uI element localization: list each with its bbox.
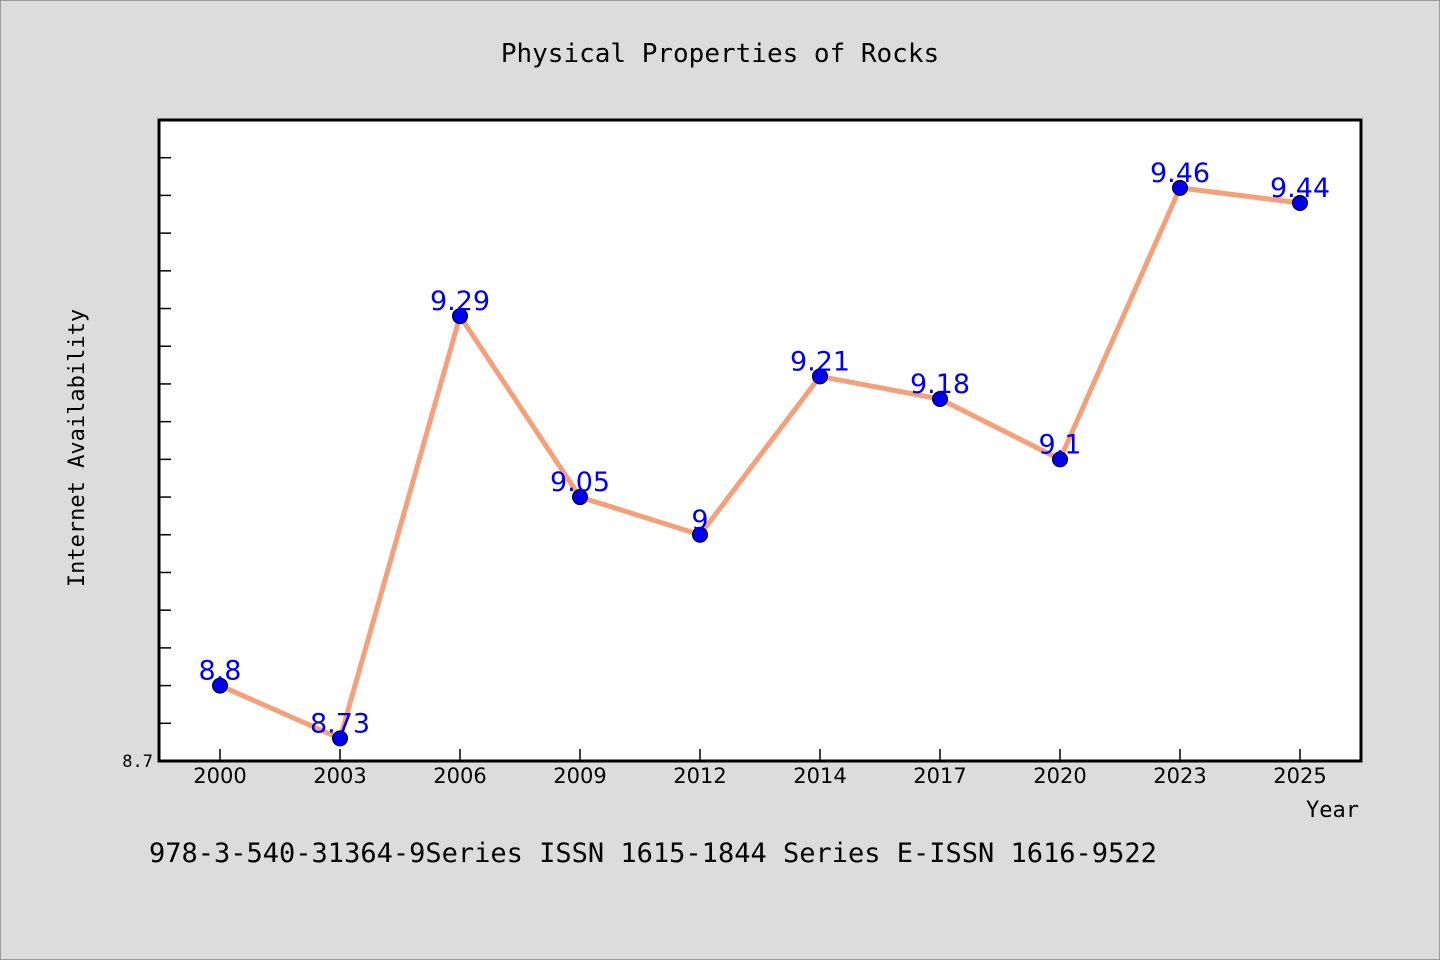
data-point: [332, 730, 348, 747]
data-point: [812, 368, 828, 385]
y-axis-label: Internet Availability: [65, 309, 90, 587]
data-label: 9.46: [1150, 158, 1210, 189]
x-axis-ticks: 2000 2003 2006 2009 2012 2014 2017 2020 2023 2025: [193, 749, 1327, 788]
data-point: [572, 489, 588, 506]
x-tick-label: 2023: [1153, 764, 1206, 788]
x-tick-label: 2017: [913, 764, 966, 788]
data-label: 9.21: [790, 346, 850, 377]
data-label: 9.1: [1039, 429, 1082, 460]
data-point: [1052, 451, 1068, 468]
data-label: 8.73: [310, 708, 370, 739]
series-layer: 8.8 8.73 9.29 9.05 9 9.21 9.18 9.1 9.46 9.44: [199, 158, 1330, 747]
data-point: [212, 677, 228, 694]
data-point: [932, 391, 948, 408]
x-tick-label: 2014: [793, 764, 846, 788]
x-tick-label: 2025: [1273, 764, 1326, 788]
y-tick-label: 8.7: [122, 752, 153, 772]
x-tick-label: 2003: [313, 764, 366, 788]
data-label: 9.18: [910, 369, 970, 400]
data-label: 9.44: [1270, 173, 1330, 204]
x-tick-label: 2006: [433, 764, 486, 788]
x-tick-label: 2012: [673, 764, 726, 788]
x-tick-label: 2009: [553, 764, 606, 788]
series-line: [218, 185, 1301, 741]
data-label: 8.8: [199, 656, 242, 687]
data-label: 9.05: [550, 467, 610, 498]
x-axis-label: Year: [1306, 798, 1359, 823]
chart-title: Physical Properties of Rocks: [501, 39, 939, 69]
plot-area: [157, 118, 1363, 763]
y-axis-ticks: 8.7: [122, 156, 171, 772]
data-label: 9.29: [430, 286, 490, 317]
data-point: [1292, 194, 1308, 211]
data-point: [692, 526, 708, 543]
data-point: [1172, 179, 1188, 196]
data-point: [452, 308, 468, 325]
x-tick-label: 2020: [1033, 764, 1086, 788]
data-label: 9: [691, 505, 708, 536]
footer-publication-info: 978-3-540-31364-9Series ISSN 1615-1844 S…: [149, 838, 1157, 869]
x-tick-label: 2000: [193, 764, 246, 788]
